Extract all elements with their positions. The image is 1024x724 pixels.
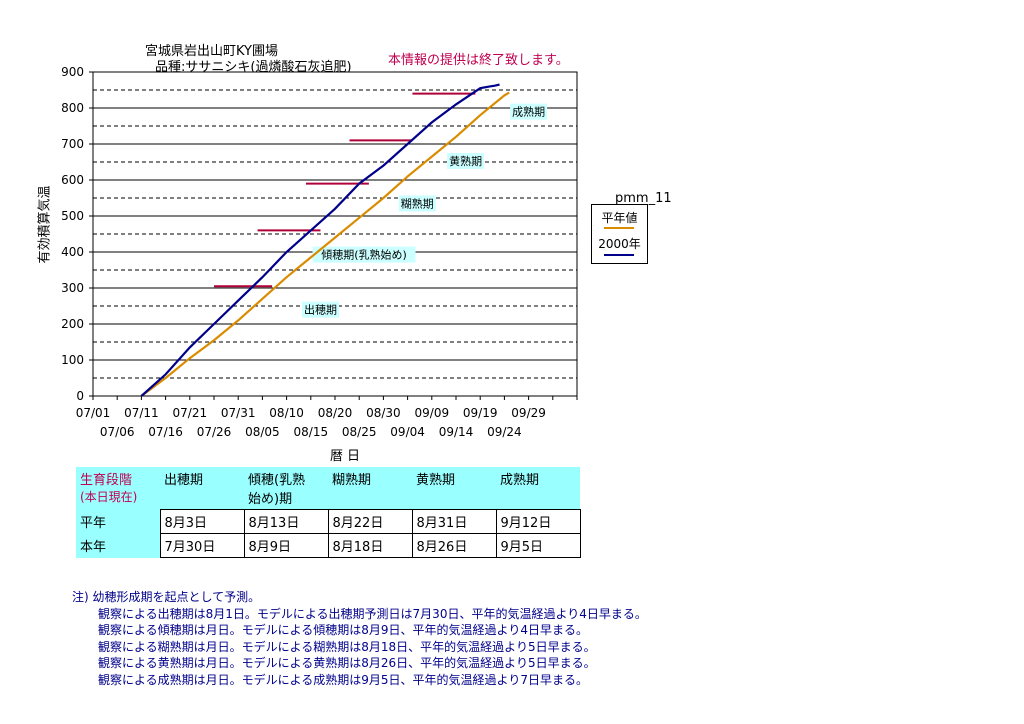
stage-label: 出穂期 xyxy=(304,303,337,317)
stage-ripening-start: 傾穂(乳熟 始め)期 xyxy=(244,467,328,510)
stage-mature: 成熟期 xyxy=(496,467,580,510)
x-tick-label: 07/06 xyxy=(100,425,135,439)
x-tick-label: 09/19 xyxy=(463,406,498,420)
legend-label-2000: 2000年 xyxy=(598,237,641,251)
table-cell: 9月5日 xyxy=(495,533,581,558)
y-tick-label: 700 xyxy=(61,137,84,151)
stage-header-label-line1: 生育段階 xyxy=(80,473,133,488)
stage-label: 傾穂期(乳熟始め) xyxy=(321,248,407,262)
x-tick-label: 09/14 xyxy=(439,425,474,439)
table-cell: 9月12日 xyxy=(495,509,581,534)
x-tick-label: 08/25 xyxy=(342,425,377,439)
table-cell: 7月30日 xyxy=(159,533,245,558)
x-tick-label: 07/16 xyxy=(148,425,183,439)
y-tick-label: 600 xyxy=(61,173,84,187)
x-tick-label: 07/26 xyxy=(197,425,232,439)
y-tick-label: 400 xyxy=(61,245,84,259)
y-tick-label: 800 xyxy=(61,101,84,115)
series-line-normal xyxy=(140,91,510,397)
table-cell: 8月3日 xyxy=(159,509,245,534)
stage-ripening-start-line1: 傾穂(乳熟 xyxy=(248,473,306,488)
x-tick-label: 07/21 xyxy=(173,406,208,420)
table-cell: 8月26日 xyxy=(411,533,497,558)
stage-label-bg xyxy=(510,103,548,120)
chart-legend: 平年値 2000年 xyxy=(591,204,648,264)
stage-label-bg xyxy=(301,301,339,318)
stage-heading: 出穂期 xyxy=(160,467,244,510)
legend-swatch-normal xyxy=(604,227,634,229)
x-axis-label: 暦日 xyxy=(330,449,365,464)
table-row: 平年 8月3日 8月13日 8月22日 8月31日 9月12日 xyxy=(76,509,581,534)
chart-code-label: pmm_11 xyxy=(615,191,672,206)
stage-mature-text: 成熟期 xyxy=(500,473,540,488)
chart-title-line1: 宮城県岩出山町KY圃場 xyxy=(145,44,279,59)
note-line: 観察による黄熟期は月日。モデルによる黄熟期は8月26日、平年的気温経過より5日早… xyxy=(98,656,596,670)
stage-milky-text: 糊熟期 xyxy=(332,473,372,488)
y-tick-label: 0 xyxy=(76,389,84,403)
y-tick-label: 100 xyxy=(61,353,84,367)
x-tick-label: 08/30 xyxy=(366,406,401,420)
x-tick-label: 07/01 xyxy=(76,406,111,420)
y-tick-label: 500 xyxy=(61,209,84,223)
stage-ripening-start-line2: 始め)期 xyxy=(248,492,293,507)
stage-label: 糊熟期 xyxy=(401,196,434,210)
y-tick-label: 200 xyxy=(61,317,84,331)
series-line-2000 xyxy=(140,83,500,397)
table-cell: 8月22日 xyxy=(327,509,413,534)
note-prefix: 注) xyxy=(72,590,89,604)
stage-label: 黄熟期 xyxy=(449,154,482,168)
x-tick-label: 09/09 xyxy=(415,406,450,420)
note-line: 観察による成熟期は月日。モデルによる成熟期は9月5日、平年的気温経過より7日早ま… xyxy=(98,672,588,687)
legend-swatch-2000 xyxy=(604,254,634,256)
note-line: 観察による傾穂期は月日。モデルによる傾穂期は8月9日、平年的気温経過より4日早ま… xyxy=(98,623,588,637)
x-tick-label: 07/11 xyxy=(124,406,159,420)
stage-header-label: 生育段階 (本日現在) xyxy=(76,467,160,510)
note-line: 注) 幼穂形成期を起点として予測。 xyxy=(72,589,647,606)
row-label-this-year: 本年 xyxy=(76,533,160,558)
note-text: 幼穂形成期を起点として予測。 xyxy=(92,590,261,604)
table-cell: 8月31日 xyxy=(411,509,497,534)
stage-header-label-line2: (本日現在) xyxy=(80,490,138,504)
service-end-notice: 本情報の提供は終了致します。 xyxy=(388,53,569,68)
stage-header-row: 生育段階 (本日現在) 出穂期 傾穂(乳熟 始め)期 糊熟期 黄熟期 成熟期 xyxy=(76,467,580,510)
y-tick-label: 300 xyxy=(61,281,84,295)
note-line: 観察による出穂期は8月1日。モデルによる出穂期予測日は7月30日、平年的気温経過… xyxy=(98,606,647,621)
x-tick-label: 09/24 xyxy=(487,425,522,439)
table-cell: 8月18日 xyxy=(327,533,413,558)
row-label-normal: 平年 xyxy=(76,509,160,534)
x-tick-label: 08/20 xyxy=(318,406,353,420)
x-tick-label: 07/31 xyxy=(221,406,256,420)
table-row: 本年 7月30日 8月9日 8月18日 8月26日 9月5日 xyxy=(76,533,581,558)
y-tick-label: 900 xyxy=(61,65,84,79)
note-line: 観察による糊熟期は月日。モデルによる糊熟期は8月18日、平年的気温経過より5日早… xyxy=(98,639,596,654)
stage-label-bg xyxy=(312,246,416,263)
x-tick-label: 08/05 xyxy=(245,425,280,439)
stage-label-bg xyxy=(447,153,485,169)
table-cell: 8月13日 xyxy=(243,509,329,534)
stage-yellow-ripe: 黄熟期 xyxy=(412,467,496,510)
growth-stage-table: 生育段階 (本日現在) 出穂期 傾穂(乳熟 始め)期 糊熟期 黄熟期 成熟期 平… xyxy=(76,467,581,558)
stage-label: 成熟期 xyxy=(512,105,545,119)
stage-yellow-ripe-text: 黄熟期 xyxy=(416,473,456,488)
table-cell: 8月9日 xyxy=(243,533,329,558)
stage-milky: 糊熟期 xyxy=(328,467,412,510)
x-tick-label: 08/15 xyxy=(294,425,329,439)
chart-title-line2: 品種:ササニシキ(過燐酸石灰追肥) xyxy=(155,60,352,75)
legend-label-normal: 平年値 xyxy=(601,211,638,225)
accumulated-temperature-chart: 0 100 200 300 400 500 600 700 800 900 07/01 07/11 07… xyxy=(61,65,578,439)
x-tick-label: 09/29 xyxy=(511,406,546,420)
notes-section: 注) 幼穂形成期を起点として予測。 観察による出穂期は8月1日。モデルによる出穂… xyxy=(72,589,647,688)
x-tick-label: 09/04 xyxy=(390,425,425,439)
x-tick-label: 08/10 xyxy=(269,406,304,420)
stage-label-bg xyxy=(398,195,436,212)
stage-heading-text: 出穂期 xyxy=(164,473,204,488)
